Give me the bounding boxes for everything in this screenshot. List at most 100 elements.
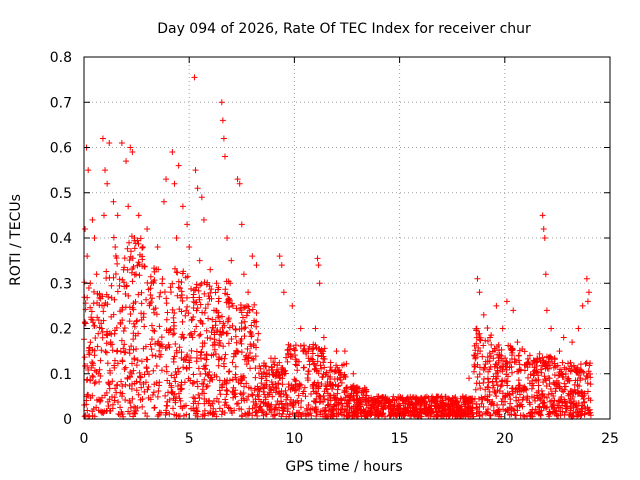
data-point bbox=[499, 395, 506, 402]
data-point bbox=[121, 341, 128, 348]
data-point bbox=[171, 374, 178, 381]
data-point bbox=[433, 393, 440, 400]
data-point bbox=[153, 266, 160, 273]
data-point bbox=[505, 342, 512, 349]
data-point bbox=[118, 378, 125, 385]
data-point bbox=[533, 377, 540, 384]
data-point bbox=[482, 337, 489, 344]
data-point bbox=[197, 282, 204, 289]
data-point bbox=[232, 333, 239, 340]
data-point bbox=[183, 294, 190, 301]
data-point bbox=[262, 363, 269, 370]
data-point bbox=[449, 402, 456, 409]
data-point bbox=[528, 385, 535, 392]
data-point bbox=[247, 328, 254, 335]
data-point bbox=[524, 359, 531, 366]
data-point bbox=[184, 303, 191, 310]
data-point bbox=[216, 405, 223, 412]
data-point bbox=[408, 412, 415, 419]
data-point bbox=[139, 403, 146, 410]
data-point bbox=[197, 370, 204, 377]
data-point bbox=[117, 404, 124, 411]
data-point bbox=[372, 397, 379, 404]
data-point bbox=[219, 408, 226, 415]
data-point bbox=[148, 336, 155, 343]
data-point bbox=[393, 396, 400, 403]
data-point bbox=[234, 176, 241, 183]
data-point bbox=[420, 408, 427, 415]
data-point bbox=[121, 324, 128, 331]
data-point bbox=[222, 351, 229, 358]
data-point bbox=[587, 381, 594, 388]
data-point bbox=[202, 362, 209, 369]
data-point bbox=[244, 345, 251, 352]
data-point bbox=[193, 281, 200, 288]
data-point bbox=[126, 397, 133, 404]
data-point bbox=[145, 371, 152, 378]
data-point bbox=[548, 390, 555, 397]
data-point bbox=[474, 350, 481, 357]
data-point bbox=[250, 398, 257, 405]
data-point bbox=[184, 221, 191, 228]
data-point bbox=[532, 406, 539, 413]
data-point bbox=[194, 383, 201, 390]
data-point bbox=[586, 362, 593, 369]
data-point bbox=[587, 409, 594, 416]
data-point bbox=[228, 335, 235, 342]
data-point bbox=[470, 368, 477, 375]
data-point bbox=[255, 393, 262, 400]
data-point bbox=[318, 365, 325, 372]
data-point bbox=[333, 402, 340, 409]
data-point bbox=[150, 306, 157, 313]
data-point bbox=[220, 135, 227, 142]
data-point bbox=[215, 398, 222, 405]
data-point bbox=[346, 412, 353, 419]
data-point bbox=[156, 293, 163, 300]
data-point bbox=[387, 412, 394, 419]
data-point bbox=[530, 368, 537, 375]
data-point bbox=[155, 338, 162, 345]
data-point bbox=[584, 372, 591, 379]
data-point bbox=[331, 376, 338, 383]
data-point bbox=[271, 361, 278, 368]
data-point bbox=[194, 378, 201, 385]
data-point bbox=[527, 371, 534, 378]
data-point bbox=[99, 135, 106, 142]
data-point bbox=[199, 320, 206, 327]
data-point bbox=[162, 392, 169, 399]
data-point bbox=[175, 162, 182, 169]
data-point bbox=[126, 373, 133, 380]
data-point bbox=[488, 341, 495, 348]
data-point bbox=[320, 359, 327, 366]
data-point bbox=[526, 352, 533, 359]
x-tick-label: 20 bbox=[496, 431, 514, 447]
data-point bbox=[567, 359, 574, 366]
data-point bbox=[228, 257, 235, 264]
data-point bbox=[170, 405, 177, 412]
data-point bbox=[290, 400, 297, 407]
data-point bbox=[446, 411, 453, 418]
data-point bbox=[538, 407, 545, 414]
data-point bbox=[524, 393, 531, 400]
data-point bbox=[127, 248, 134, 255]
data-point bbox=[150, 327, 157, 334]
data-point bbox=[89, 372, 96, 379]
data-point bbox=[510, 390, 517, 397]
data-point bbox=[157, 289, 164, 296]
data-point bbox=[177, 397, 184, 404]
y-tick-label: 0.4 bbox=[50, 231, 72, 247]
axis-tick-labels: 0 5 10 15 20 25 0 0.1 0.2 0.3 0.4 0.5 0.6 0.7 0.8 bbox=[50, 50, 619, 447]
data-point bbox=[238, 326, 245, 333]
data-point bbox=[312, 398, 319, 405]
data-point bbox=[461, 408, 468, 415]
data-point bbox=[248, 332, 255, 339]
data-point bbox=[112, 270, 119, 277]
data-point bbox=[149, 352, 156, 359]
data-point bbox=[278, 369, 285, 376]
data-point bbox=[215, 295, 222, 302]
data-point bbox=[112, 244, 119, 251]
data-point bbox=[97, 397, 104, 404]
data-point bbox=[275, 380, 282, 387]
data-point bbox=[114, 260, 121, 267]
